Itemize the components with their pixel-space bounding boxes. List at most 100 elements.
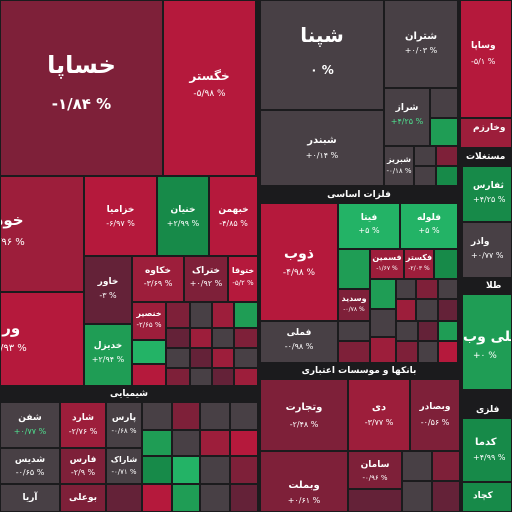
mini-tile[interactable] [370, 337, 396, 363]
mini-tile[interactable] [166, 348, 190, 368]
tile-khbahman[interactable]: خبهمن -۴/۸۵ % [209, 176, 258, 256]
mini-tile[interactable] [414, 166, 436, 186]
mini-tile[interactable] [436, 166, 458, 186]
tile-fayata[interactable]: فیتا +۵ % [338, 203, 400, 249]
mini-tile[interactable] [234, 368, 258, 386]
mini-tile[interactable] [416, 299, 438, 321]
mini-tile[interactable] [132, 340, 166, 364]
mini-tile[interactable] [338, 249, 370, 289]
mini-tile[interactable] [230, 402, 258, 430]
tile-aria[interactable]: آریا [0, 484, 60, 512]
mini-tile[interactable] [172, 456, 200, 484]
mini-tile[interactable] [200, 430, 230, 456]
tile-vatejarat[interactable]: وتجارت -۲/۴۸ % [260, 379, 348, 451]
mini-tile[interactable] [438, 321, 458, 341]
tile-shiraz[interactable]: شراز +۴/۲۵ % [384, 88, 430, 146]
mini-tile[interactable] [418, 341, 438, 363]
mini-tile[interactable] [414, 146, 436, 166]
mini-tile[interactable] [396, 279, 416, 299]
tile-shirak[interactable]: شاراک -۰/۷۱ % [106, 448, 142, 484]
mini-tile[interactable] [438, 279, 458, 299]
mini-tile[interactable] [132, 364, 166, 386]
tile-khtoga[interactable]: ختوقا -۵/۲ % [228, 256, 258, 302]
mini-tile[interactable] [106, 484, 142, 512]
tile-shebriz[interactable]: شبریز -۰/۱۸ % [384, 146, 414, 186]
mini-tile[interactable] [338, 341, 370, 363]
tile-khazamia[interactable]: خزامیا -۶/۹۷ % [84, 176, 157, 256]
mini-tile[interactable] [338, 321, 370, 341]
mini-tile[interactable] [200, 402, 230, 430]
tile-saman[interactable]: سامان -۰/۹۶ % [348, 451, 402, 489]
tile-di[interactable]: دی -۳/۷۷ % [348, 379, 410, 451]
mini-tile[interactable] [190, 302, 212, 328]
mini-tile[interactable] [234, 348, 258, 368]
mini-tile[interactable] [430, 118, 458, 146]
tile-vabemelat[interactable]: وبملت +۰/۶۱ % [260, 451, 348, 512]
mini-tile[interactable] [348, 489, 402, 512]
mini-tile[interactable] [402, 451, 432, 481]
tile-zob[interactable]: ذوب -۴/۹۸ % [260, 203, 338, 321]
mini-tile[interactable] [434, 249, 458, 279]
mini-tile[interactable] [234, 328, 258, 348]
mini-tile[interactable] [212, 328, 234, 348]
mini-tile[interactable] [212, 348, 234, 368]
tile-vakharazm[interactable]: وخارزم [460, 118, 512, 148]
tile-sharad[interactable]: شارد -۲/۷۶ % [60, 402, 106, 448]
tile-varana[interactable]: ورنا -۵/۹۳ % [0, 292, 84, 386]
mini-tile[interactable] [416, 279, 438, 299]
mini-tile[interactable] [212, 368, 234, 386]
mini-tile[interactable] [438, 299, 458, 321]
tile-fars[interactable]: فارس -۲/۹ % [60, 448, 106, 484]
tile-khegostar[interactable]: خگستر -۵/۹۸ % [163, 0, 256, 176]
mini-tile[interactable] [200, 456, 230, 484]
tile-khinian[interactable]: خنیان +۲/۹۹ % [157, 176, 209, 256]
mini-tile[interactable] [166, 302, 190, 328]
mini-tile[interactable] [166, 368, 190, 386]
mini-tile[interactable] [432, 481, 460, 512]
mini-tile[interactable] [142, 402, 172, 430]
mini-tile[interactable] [396, 341, 418, 363]
mini-tile[interactable] [166, 328, 190, 348]
tile-khakave[interactable]: خکاوه -۳/۶۹ % [132, 256, 184, 302]
tile-vapasa[interactable]: وساپا -۵/۱ % [460, 0, 512, 118]
tile-khtrak[interactable]: ختراک +۰/۹۲ % [184, 256, 228, 302]
mini-tile[interactable] [230, 430, 258, 456]
tile-vasadid[interactable]: وسدید -۰/۷۸ % [338, 289, 370, 321]
mini-tile[interactable] [172, 484, 200, 512]
tile-webmelat-top[interactable]: ملی وب +۰ % [462, 294, 512, 390]
mini-tile[interactable] [432, 451, 460, 481]
tile-fakastar[interactable]: فکستر -۲/۰۳ % [404, 249, 434, 279]
mini-tile[interactable] [230, 456, 258, 484]
tile-shetran[interactable]: شتران +۰/۰۳ % [384, 0, 458, 88]
tile-kaveh[interactable]: کدما +۴/۹۹ % [462, 418, 512, 482]
mini-tile[interactable] [436, 146, 458, 166]
mini-tile[interactable] [142, 430, 172, 456]
tile-shepna[interactable]: شپنا ۰ % [260, 0, 384, 110]
tile-khodro[interactable]: خودر -۳/۹۶ % [0, 176, 84, 292]
mini-tile[interactable] [190, 348, 212, 368]
mini-tile[interactable] [142, 484, 172, 512]
tile-folaz[interactable]: فلوله +۵ % [400, 203, 458, 249]
tile-fameli[interactable]: فملی -۰/۹۸ % [260, 321, 338, 363]
mini-tile[interactable] [370, 279, 396, 309]
tile-shafan[interactable]: شفن +۰/۷۷ % [0, 402, 60, 448]
tile-khdizel[interactable]: خدیزل +۲/۹۴ % [84, 324, 132, 386]
tile-vabsader[interactable]: وبصادر -۰/۵۶ % [410, 379, 460, 451]
mini-tile[interactable] [418, 321, 438, 341]
tile-thafars[interactable]: ثفارس +۴/۲۵ % [462, 166, 512, 222]
mini-tile[interactable] [438, 341, 458, 363]
tile-pars[interactable]: پارس -۰/۶۸ % [106, 402, 142, 448]
tile-khzamia2[interactable]: خنصیر -۲/۶۵ % [132, 302, 166, 340]
mini-tile[interactable] [172, 430, 200, 456]
mini-tile[interactable] [142, 456, 172, 484]
mini-tile[interactable] [200, 484, 230, 512]
mini-tile[interactable] [402, 481, 432, 512]
mini-tile[interactable] [370, 309, 396, 337]
tile-famasin[interactable]: فسمین -۱/۶۷ % [370, 249, 404, 279]
mini-tile[interactable] [230, 484, 258, 512]
tile-shdis[interactable]: شدیس -۰/۶۵ % [0, 448, 60, 484]
mini-tile[interactable] [212, 302, 234, 328]
tile-shabandar[interactable]: شبندر +۰/۱۴ % [260, 110, 384, 186]
tile-buali[interactable]: بوعلی [60, 484, 106, 512]
tile-khavar[interactable]: خاور -۳ % [84, 256, 132, 324]
